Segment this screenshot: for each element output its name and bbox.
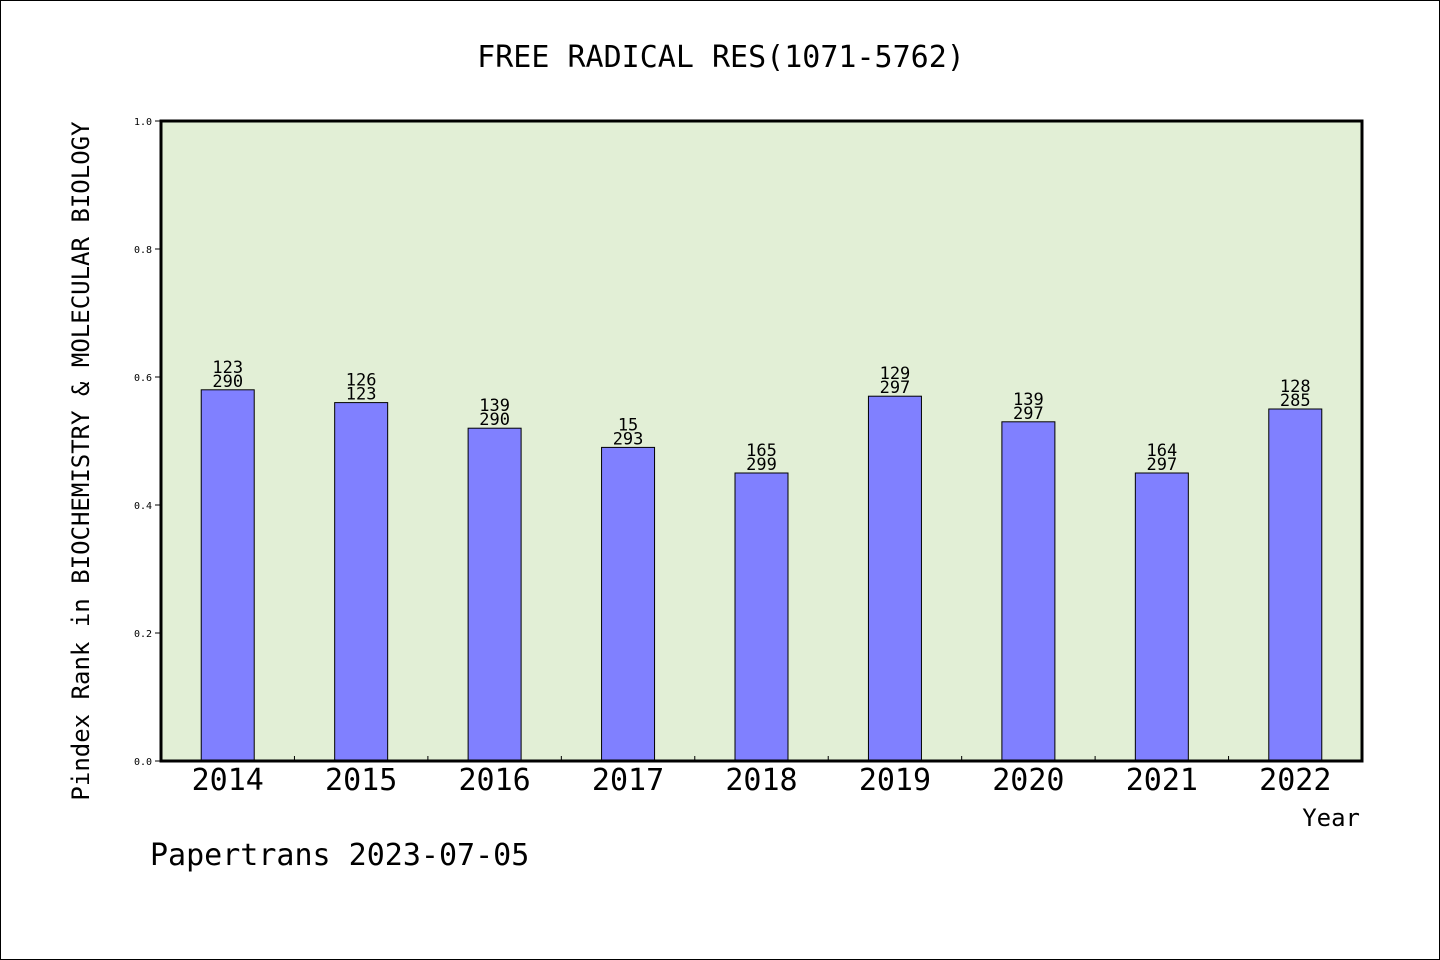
y-tick-label: 0.0 — [134, 757, 152, 768]
x-axis-label: Year — [1302, 804, 1360, 832]
bar-label-bottom: 297 — [880, 378, 911, 398]
bar-label-top: 129 — [880, 364, 911, 384]
bar-label-top: 139 — [479, 396, 510, 416]
x-tick-label: 2014 — [192, 763, 264, 798]
bar-label-bottom: 290 — [479, 410, 510, 430]
x-tick-label: 2018 — [725, 763, 797, 798]
bar-label-bottom: 299 — [746, 455, 777, 475]
bar-label-bottom: 293 — [613, 429, 644, 449]
bar-2016 — [467, 427, 522, 762]
bar-label-top: 126 — [346, 371, 377, 391]
plot-border — [159, 119, 1364, 763]
footer-text: Papertrans 2023-07-05 — [150, 838, 529, 873]
bar-label-bottom: 297 — [1146, 455, 1177, 475]
x-tick-label: 2016 — [458, 763, 530, 798]
x-tick-label: 2017 — [592, 763, 664, 798]
ticks-layer: 0.0 0.2 0.4 0.6 0.8 1.0 2014 2015 2016 2017 2018 20… — [134, 117, 1331, 798]
bar-2014 — [200, 389, 255, 762]
x-tick-label: 2021 — [1126, 763, 1198, 798]
bar-label-top: 15 — [618, 415, 638, 435]
bar-2017 — [601, 446, 656, 762]
y-axis-label: Pindex Rank in BIOCHEMISTRY & MOLECULAR … — [67, 121, 95, 801]
y-tick-label: 1.0 — [134, 117, 152, 128]
bar-2022 — [1268, 408, 1323, 762]
bar-2015 — [334, 402, 389, 762]
bar-label-bottom: 285 — [1280, 391, 1311, 411]
bar-label-bottom: 290 — [212, 372, 243, 392]
bar-label-top: 123 — [212, 358, 243, 378]
bar-label-bottom: 297 — [1013, 404, 1044, 424]
y-tick-label: 0.4 — [134, 501, 152, 512]
bar-label-top: 164 — [1146, 441, 1177, 461]
bar-label-top: 139 — [1013, 390, 1044, 410]
y-tick-label: 0.8 — [134, 245, 152, 256]
y-tick-label: 0.6 — [134, 373, 152, 384]
bar-2021 — [1134, 472, 1189, 762]
x-tick-label: 2022 — [1259, 763, 1331, 798]
chart-title: FREE RADICAL RES(1071-5762) — [477, 40, 965, 75]
x-tick-label: 2015 — [325, 763, 397, 798]
bar-label-top: 128 — [1280, 377, 1311, 397]
y-tick-label: 0.2 — [134, 629, 152, 640]
x-tick-label: 2019 — [859, 763, 931, 798]
bar-label-bottom: 123 — [346, 385, 377, 405]
bar-label-top: 165 — [746, 441, 777, 461]
bar-2019 — [867, 395, 922, 762]
bar-2020 — [1001, 421, 1056, 762]
x-tick-label: 2020 — [992, 763, 1064, 798]
bar-2018 — [734, 472, 789, 762]
